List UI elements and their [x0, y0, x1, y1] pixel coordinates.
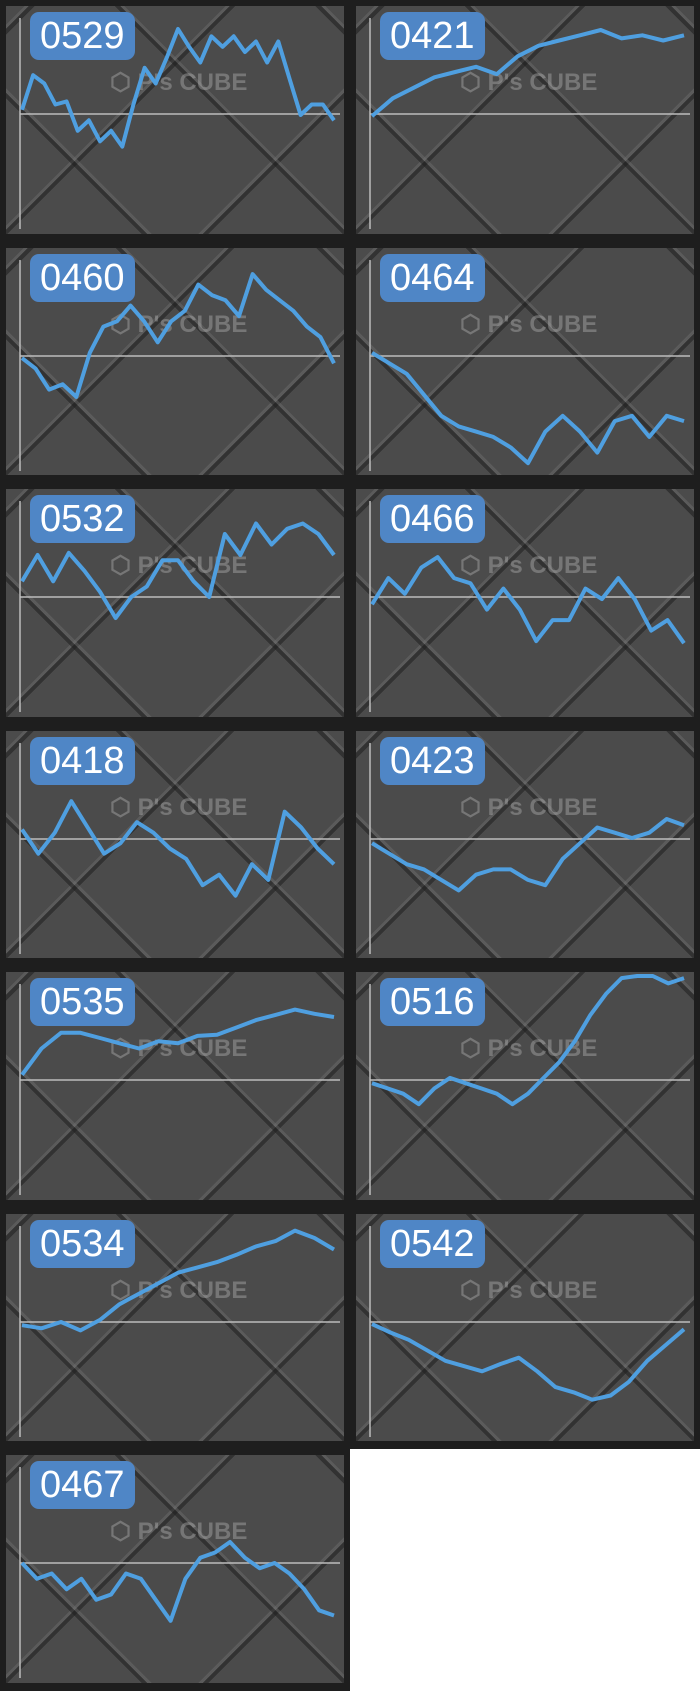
- line-chart: [369, 501, 690, 712]
- chart-tile: ⬡ P's CUBE 0534: [0, 1207, 350, 1449]
- chart-tile: ⬡ P's CUBE 0535: [0, 966, 350, 1208]
- watermark-logo: ⬡ P's CUBE: [460, 1276, 598, 1304]
- chart-tile: ⬡ P's CUBE 0423: [350, 724, 700, 966]
- chart-tile: ⬡ P's CUBE 0529: [0, 0, 350, 242]
- chart-background: [356, 6, 694, 234]
- watermark-logo: ⬡ P's CUBE: [460, 310, 598, 338]
- watermark-logo: ⬡ P's CUBE: [110, 793, 248, 821]
- chart-title-badge: 0542: [380, 1219, 485, 1268]
- watermark-logo: ⬡ P's CUBE: [110, 552, 248, 579]
- chart-title-badge: 0516: [380, 978, 485, 1026]
- chart-tile: ⬡ P's CUBE 0532: [0, 483, 350, 725]
- series-line: [371, 1321, 686, 1402]
- series-line: [20, 1540, 335, 1623]
- chart-tile: ⬡ P's CUBE 0421: [350, 0, 700, 242]
- series-line: [21, 1228, 336, 1332]
- line-chart: [369, 259, 690, 471]
- watermark-logo: ⬡ P's CUBE: [460, 793, 598, 821]
- chart-title-badge: 0467: [30, 1461, 135, 1509]
- line-chart: [19, 984, 340, 1195]
- series-line: [370, 555, 686, 645]
- watermark-logo: ⬡ P's CUBE: [460, 552, 598, 579]
- line-chart: [369, 1225, 690, 1437]
- line-chart: [19, 501, 340, 712]
- line-chart: [19, 1467, 340, 1678]
- chart-tile: ⬡ P's CUBE 0542: [350, 1207, 700, 1449]
- watermark-logo: ⬡ P's CUBE: [460, 69, 598, 96]
- chart-tile: ⬡ P's CUBE 0467: [0, 1449, 350, 1691]
- chart-title-badge: 0466: [380, 495, 485, 543]
- chart-background: [356, 1213, 694, 1441]
- chart-title-badge: 0421: [380, 12, 485, 60]
- watermark-logo: ⬡ P's CUBE: [110, 1276, 248, 1304]
- series-line: [370, 816, 685, 892]
- line-chart: [369, 742, 690, 954]
- chart-tile: ⬡ P's CUBE 0516: [350, 966, 700, 1208]
- chart-title-badge: 0464: [380, 253, 485, 302]
- line-chart: [19, 742, 340, 954]
- line-chart: [19, 1225, 340, 1437]
- chart-tile: ⬡ P's CUBE 0460: [0, 241, 350, 483]
- series-line: [20, 798, 336, 898]
- chart-title-badge: 0418: [30, 736, 135, 785]
- chart-tile: ⬡ P's CUBE 0464: [350, 241, 700, 483]
- chart-title-badge: 0529: [30, 12, 135, 60]
- chart-tile: ⬡ P's CUBE 0466: [350, 483, 700, 725]
- series-line: [371, 974, 685, 1107]
- series-line: [20, 271, 336, 399]
- watermark-logo: ⬡ P's CUBE: [110, 69, 248, 96]
- series-line: [370, 350, 685, 465]
- chart-title-badge: 0423: [380, 736, 485, 785]
- chart-title-badge: 0532: [30, 495, 135, 543]
- series-line: [20, 27, 336, 149]
- series-line: [20, 1007, 335, 1076]
- chart-tile: ⬡ P's CUBE 0418: [0, 724, 350, 966]
- line-chart: [19, 259, 340, 471]
- chart-title-badge: 0535: [30, 978, 135, 1026]
- series-line: [370, 28, 685, 118]
- watermark-logo: ⬡ P's CUBE: [110, 1518, 248, 1545]
- line-chart: [369, 18, 690, 229]
- line-chart: [369, 974, 690, 1195]
- chart-title-badge: 0534: [30, 1219, 135, 1268]
- line-chart: [19, 18, 340, 229]
- chart-title-badge: 0460: [30, 253, 135, 302]
- series-line: [20, 521, 336, 620]
